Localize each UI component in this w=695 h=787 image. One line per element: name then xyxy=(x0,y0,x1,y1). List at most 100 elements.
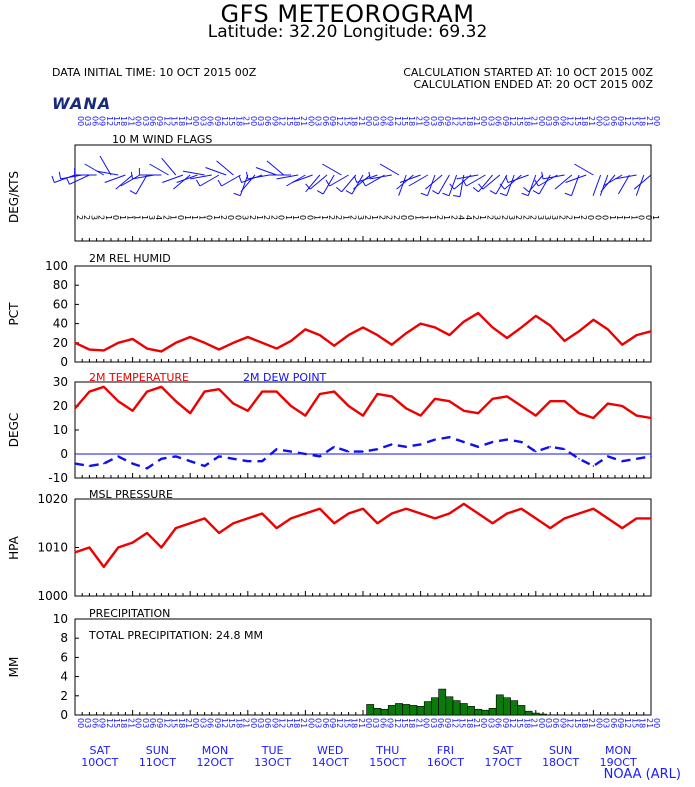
precip-bar xyxy=(539,713,547,716)
rh-point xyxy=(419,322,422,325)
wind-speed-label: 2 xyxy=(485,215,494,220)
pressure-point xyxy=(175,527,177,529)
bottom-hour-label: 09 xyxy=(443,718,452,728)
dew-point-point xyxy=(232,458,235,460)
wind-barb xyxy=(528,174,544,193)
temperature-point xyxy=(405,407,408,410)
day-label: THU xyxy=(375,744,399,757)
bottom-hour-label: 21 xyxy=(472,718,481,728)
rh-point xyxy=(592,318,595,321)
precip-bar xyxy=(373,707,382,716)
wind-barb-flag xyxy=(66,177,70,185)
rh-y-tick-label: 40 xyxy=(53,317,68,331)
pressure-point xyxy=(347,512,350,515)
top-hour-label: 03 xyxy=(544,116,553,126)
wind-speed-label: 2 xyxy=(269,215,278,220)
wind-speed-label: 1 xyxy=(255,215,264,220)
temperature-point xyxy=(74,407,76,410)
top-hour-label: 21 xyxy=(184,116,193,126)
wind-barb xyxy=(84,163,105,176)
top-hour-label: 06 xyxy=(148,116,157,126)
wind-speed-label: 2 xyxy=(327,215,336,220)
precip-bar xyxy=(380,708,389,716)
wind-speed-label: 0 xyxy=(399,215,408,220)
wind-barb-flag xyxy=(489,190,497,195)
bottom-hour-label: 00 xyxy=(249,718,258,728)
precip-ylabel: MM xyxy=(7,657,21,678)
page-title: GFS METEOROGRAM xyxy=(220,0,475,28)
wind-speed-label: 1 xyxy=(629,215,638,220)
bottom-hour-label: 15 xyxy=(285,718,294,728)
rh-point xyxy=(549,324,551,327)
pressure-point xyxy=(563,517,566,520)
dew-point-point xyxy=(491,441,494,443)
wind-barb-flag xyxy=(246,171,249,179)
bottom-hour-label: 03 xyxy=(141,718,150,728)
bottom-hour-label: 18 xyxy=(465,718,474,728)
top-hour-label: 18 xyxy=(638,116,647,126)
top-hour-label: 21 xyxy=(357,116,366,126)
wind-barb-flag xyxy=(462,179,467,187)
day-label: MON xyxy=(202,744,228,757)
dew-point-point xyxy=(275,448,278,451)
bottom-hour-label: 15 xyxy=(573,718,582,728)
top-hour-label: 09 xyxy=(213,116,222,126)
bottom-hour-label: 00 xyxy=(76,718,85,728)
wind-speed-label: 0 xyxy=(601,215,610,220)
precip-bar xyxy=(495,694,504,716)
wind-barb-flag xyxy=(478,183,484,190)
bottom-hour-label: 00 xyxy=(422,718,431,728)
wind-speed-label: 1 xyxy=(169,215,178,220)
temperature-line xyxy=(74,385,652,420)
day-label: FRI xyxy=(437,744,454,757)
wind-barb xyxy=(247,174,270,180)
bottom-hour-label: 06 xyxy=(551,718,560,728)
wind-speed-label: 2 xyxy=(579,215,588,220)
bottom-hour-label: 09 xyxy=(213,718,222,728)
dew-point-point xyxy=(635,458,638,460)
top-hour-label: 12 xyxy=(566,116,575,126)
temp-y-tick-label: 0 xyxy=(60,447,68,461)
wind-barb xyxy=(221,174,241,187)
temperature-point xyxy=(319,393,321,395)
top-hour-label: 15 xyxy=(112,116,121,126)
wind-barb xyxy=(286,174,306,187)
dew-point-point xyxy=(434,438,436,441)
wind-speed-label: 0 xyxy=(406,215,415,220)
wind-speed-label: 2 xyxy=(363,215,372,220)
temperature-point xyxy=(650,417,652,419)
top-hour-label: 03 xyxy=(198,116,207,126)
precip-bar xyxy=(474,708,483,716)
rh-point xyxy=(117,342,119,344)
wind-barb xyxy=(341,174,357,193)
wind-speed-label: 1 xyxy=(140,215,149,220)
pressure-point xyxy=(290,517,292,520)
top-hour-label: 06 xyxy=(263,116,272,126)
wind-speed-label: 1 xyxy=(125,215,134,220)
rh-point xyxy=(506,337,508,339)
rh-y-tick-label: 0 xyxy=(60,355,68,369)
temperature-point xyxy=(563,400,566,403)
top-hour-label: 12 xyxy=(450,116,459,126)
wind-barb xyxy=(495,174,508,195)
temperature-point xyxy=(592,417,595,419)
bottom-hour-label: 15 xyxy=(342,718,351,728)
rh-point xyxy=(491,326,494,329)
bottom-hour-label: 12 xyxy=(105,718,114,728)
dew-point-point xyxy=(290,450,292,453)
pressure-point xyxy=(491,522,494,525)
date-label: 17OCT xyxy=(484,756,521,769)
dew-point-point xyxy=(463,441,465,443)
rh-point xyxy=(621,343,623,346)
temperature-point xyxy=(376,393,379,395)
top-hour-label: 06 xyxy=(494,116,503,126)
date-label: 15OCT xyxy=(369,756,406,769)
wind-barb xyxy=(554,174,573,190)
bottom-hour-label: 09 xyxy=(616,718,625,728)
wind-speed-label: 3 xyxy=(543,215,552,220)
wind-speed-label: 0 xyxy=(644,215,653,220)
top-hour-label: 12 xyxy=(278,116,287,126)
wind-barb xyxy=(399,174,421,183)
wind-speed-label: 1 xyxy=(413,215,422,220)
wind-speed-label: 1 xyxy=(478,215,487,220)
